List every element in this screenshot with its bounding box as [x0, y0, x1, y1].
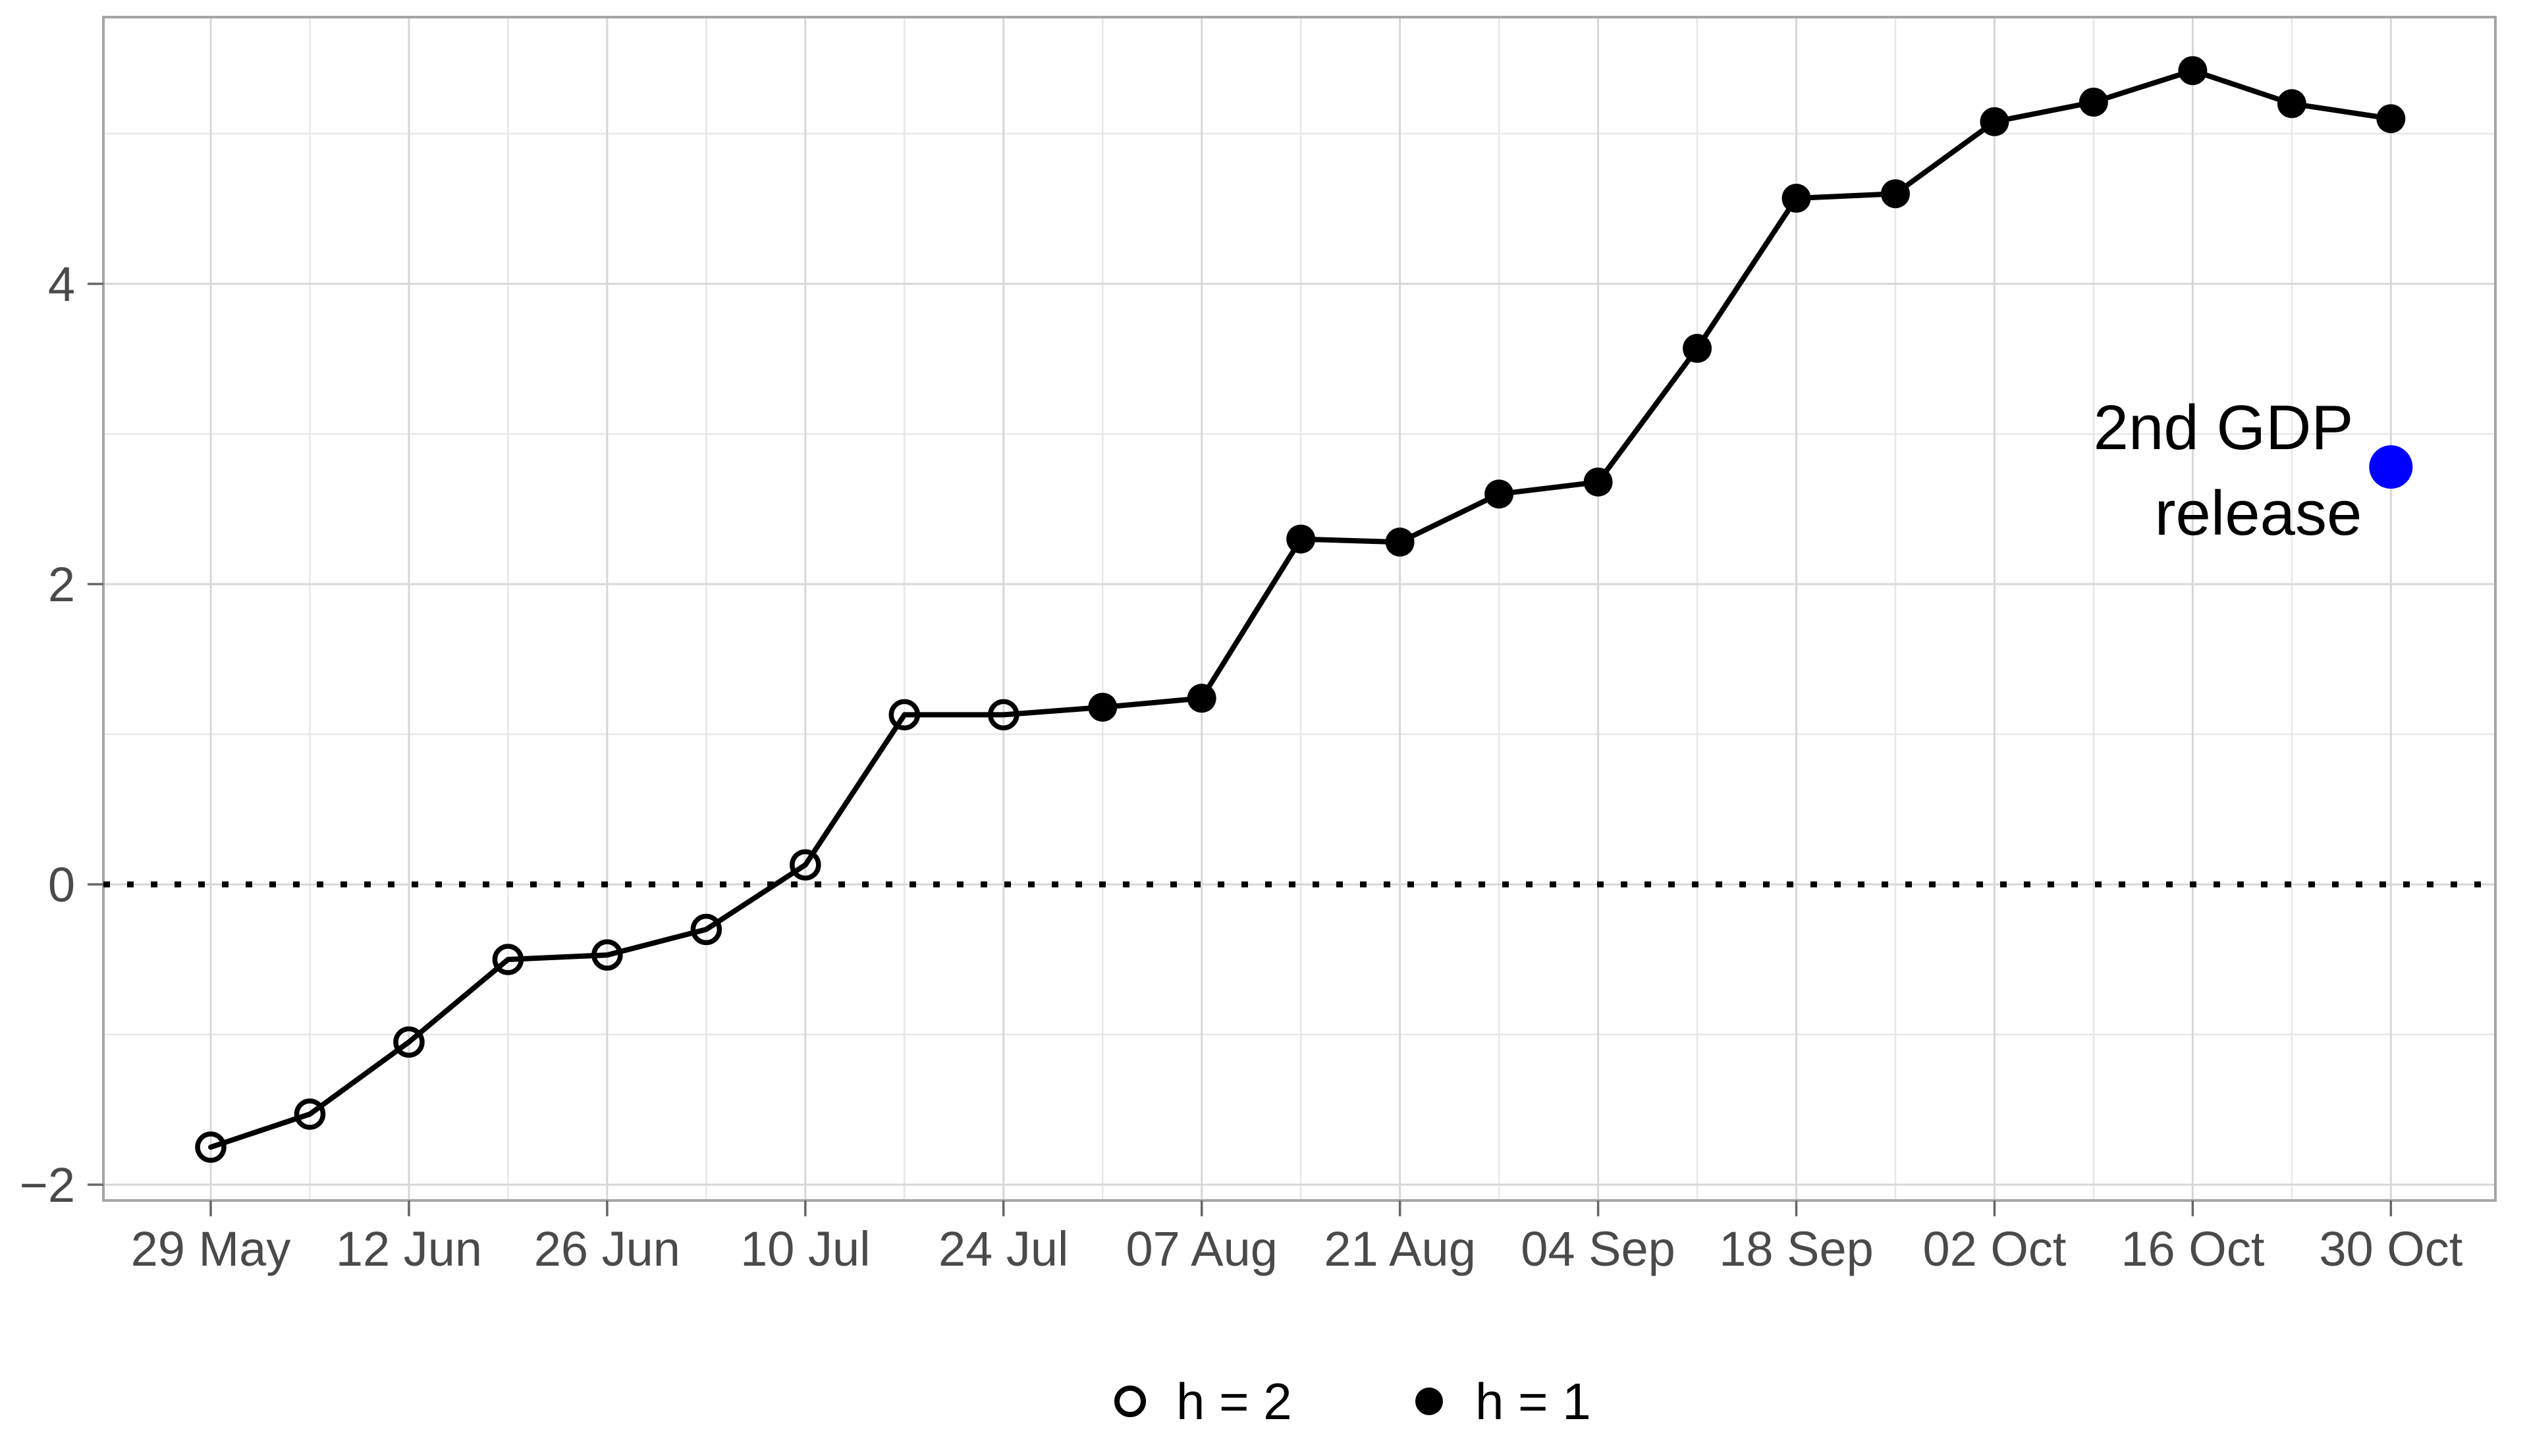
point-open-h2	[790, 849, 821, 881]
point-filled-h1	[2178, 56, 2208, 86]
point-filled-h1	[2079, 88, 2108, 117]
point-filled-h1	[1484, 479, 1514, 509]
y-tick-label: 0	[48, 857, 75, 912]
point-open-h2	[195, 1131, 227, 1163]
minor-gridlines	[103, 17, 2495, 1200]
legend-open-circle-icon	[1114, 1386, 1146, 1417]
x-tick-label: 18 Sep	[1719, 1222, 1874, 1276]
x-tick-label: 16 Oct	[2121, 1222, 2264, 1276]
y-tick-label: 4	[48, 257, 75, 311]
point-filled-h1	[2376, 104, 2406, 134]
major-gridlines	[103, 17, 2495, 1200]
point-open-h2	[294, 1098, 326, 1130]
point-filled-h1	[1088, 692, 1118, 722]
point-filled-h1	[1980, 107, 2009, 136]
y-tick-label: 2	[48, 557, 75, 612]
point-open-h2	[988, 699, 1019, 731]
point-open-h2	[888, 699, 921, 731]
x-tick-label: 30 Oct	[2319, 1222, 2462, 1276]
x-tick-label: 26 Jun	[534, 1222, 680, 1276]
panel-border	[102, 16, 2497, 1202]
point-open-h2	[690, 913, 722, 946]
legend-filled-circle-icon	[1415, 1388, 1443, 1415]
point-filled-h1	[2277, 89, 2306, 119]
point-open-h2	[393, 1026, 425, 1058]
point-open-h2	[492, 944, 524, 975]
x-tick-label: 02 Oct	[1922, 1222, 2066, 1276]
gdp-release-point	[2369, 445, 2413, 489]
x-tick-label: 24 Jul	[938, 1222, 1068, 1276]
legend-label-h1: h = 1	[1475, 1372, 1591, 1430]
y-axis-labels: 4 2 0 −2	[20, 257, 75, 1212]
x-axis-labels: 29 May 12 Jun 26 Jun 10 Jul 24 Jul 07 Aug 21 A…	[131, 1222, 2463, 1276]
point-filled-h1	[1880, 179, 1910, 209]
legend: h = 2 h = 1	[1114, 1372, 1591, 1430]
y-tick-label: −2	[20, 1158, 75, 1212]
point-filled-h1	[1683, 334, 1712, 364]
annotation: 2nd GDP release	[2094, 392, 2362, 549]
legend-label-h2: h = 2	[1176, 1372, 1292, 1430]
point-open-h2	[591, 939, 623, 971]
point-filled-h1	[1385, 527, 1415, 557]
point-filled-h1	[1187, 684, 1216, 713]
point-filled-h1	[1286, 524, 1316, 554]
point-filled-h1	[1781, 184, 1811, 213]
x-tick-label: 10 Jul	[740, 1222, 870, 1276]
plot-panel	[103, 17, 2495, 1200]
x-tick-label: 07 Aug	[1126, 1222, 1277, 1276]
x-tick-label: 21 Aug	[1324, 1222, 1475, 1276]
data-points	[195, 56, 2406, 1163]
annotation-line-1: 2nd GDP	[2094, 392, 2354, 463]
axis-tick-marks	[88, 283, 2393, 1216]
point-filled-h1	[1583, 467, 1613, 497]
annotation-line-2: release	[2155, 478, 2362, 549]
x-tick-label: 12 Jun	[336, 1222, 482, 1276]
x-tick-label: 29 May	[131, 1222, 291, 1276]
x-tick-label: 04 Sep	[1521, 1222, 1675, 1276]
